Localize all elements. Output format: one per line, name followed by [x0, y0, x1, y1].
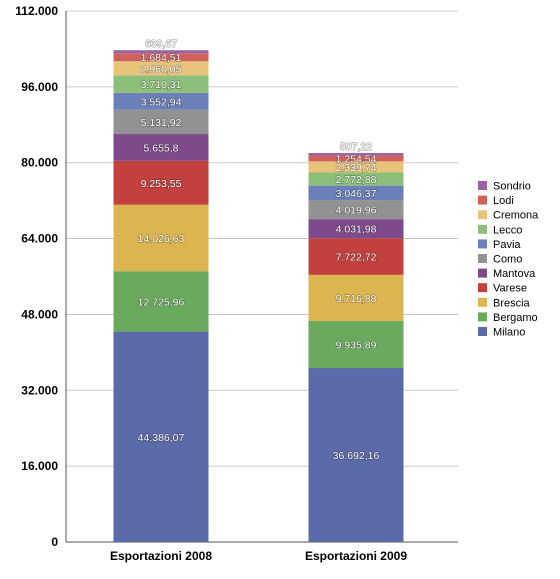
- y-tick-label: 80.000: [21, 156, 58, 170]
- data-label: 1.684,51: [141, 52, 182, 64]
- bar-segment-bergamo: [113, 271, 209, 332]
- bar-segment-pavia: [113, 92, 209, 110]
- data-label: 12.725,96: [138, 296, 185, 308]
- legend-label: Sondrio: [493, 181, 531, 193]
- data-label: 9.253,55: [141, 178, 182, 190]
- data-label: 44.386,07: [138, 432, 185, 444]
- legend: Sondrio Lodi Cremona Lecco Pavia Como Mantova V…: [478, 181, 539, 339]
- bar-segment-cremona: [308, 161, 404, 173]
- data-label: 639,67: [145, 38, 177, 50]
- data-label: 3.552,94: [141, 96, 182, 108]
- legend-label: Bergamo: [493, 312, 538, 324]
- legend-label: Cremona: [493, 210, 539, 222]
- data-label: 5.655,8: [143, 142, 178, 154]
- data-label: 9.716,88: [336, 293, 377, 305]
- legend-label: Varese: [493, 283, 527, 295]
- y-tick-label: 0: [51, 535, 58, 549]
- data-label: 7.722,72: [336, 252, 377, 264]
- legend-swatch-bergamo: [478, 312, 487, 322]
- bar-segment-milano: [113, 331, 209, 542]
- legend-label: Lecco: [493, 224, 522, 236]
- y-tick-label: 112.000: [15, 4, 58, 18]
- data-label: 507,22: [340, 141, 372, 153]
- legend-swatch-milano: [478, 327, 487, 336]
- legend-swatch-brescia: [478, 297, 487, 307]
- legend-label: Mantova: [493, 268, 536, 280]
- bar-segment-sondrio: [113, 50, 209, 54]
- legend-swatch-como: [478, 254, 487, 263]
- y-axis: 0 16.000 32.000 48.000 64.000 80.000 96.000 112…: [15, 4, 67, 549]
- legend-swatch-lecco: [478, 224, 487, 234]
- y-tick-label: 32.000: [21, 383, 58, 397]
- data-label: 4.019,96: [336, 205, 377, 217]
- data-label: 4.031,98: [336, 224, 377, 236]
- legend-swatch-cremona: [478, 210, 487, 220]
- bar-segment-lodi: [308, 155, 404, 162]
- data-label: 2.960,05: [141, 63, 182, 75]
- y-tick-label: 64.000: [21, 232, 58, 246]
- bar-segment-bergamo: [308, 320, 404, 369]
- bar-segment-lodi: [113, 53, 209, 62]
- bar-segment-como: [308, 200, 404, 220]
- data-label: 9.935,89: [336, 339, 377, 351]
- data-label: 2.339,74: [336, 162, 377, 174]
- bar-segment-lecco: [113, 75, 209, 93]
- legend-label: Milano: [493, 327, 525, 339]
- bar-segment-lecco: [308, 172, 404, 186]
- legend-label: Brescia: [493, 297, 531, 309]
- bar-segment-sondrio: [308, 153, 404, 156]
- data-label: 2.772,88: [336, 174, 377, 186]
- legend-label: Pavia: [493, 239, 521, 251]
- bar-segment-como: [113, 109, 209, 135]
- data-label: 14.026,63: [138, 233, 185, 245]
- bar-segment-milano: [308, 368, 404, 542]
- bar-segment-varese: [308, 238, 404, 275]
- x-category-label: Esportazioni 2008: [110, 549, 212, 563]
- y-tick-label: 96.000: [21, 80, 58, 94]
- legend-swatch-sondrio: [478, 181, 487, 190]
- bar-segment-mantova: [308, 219, 404, 239]
- data-label: 5.131,92: [141, 117, 182, 129]
- legend-swatch-lodi: [478, 195, 487, 205]
- bars: 44.386,07 12.725,96 14.026,63 9.253,55 5.655…: [113, 38, 404, 542]
- bar-segment-mantova: [113, 134, 209, 161]
- x-category-label: Esportazioni 2009: [305, 549, 407, 563]
- y-tick-label: 48.000: [21, 307, 58, 321]
- data-label: 3.046,37: [336, 188, 377, 200]
- legend-swatch-mantova: [478, 268, 487, 278]
- data-label: 36.692,16: [333, 450, 380, 462]
- bar-segment-varese: [113, 160, 209, 205]
- bar-segment-brescia: [113, 204, 209, 272]
- legend-swatch-pavia: [478, 239, 487, 249]
- data-label: 3.710,31: [141, 79, 182, 91]
- y-tick-label: 16.000: [21, 459, 58, 473]
- x-axis: Esportazioni 2008 Esportazioni 2009: [110, 549, 407, 563]
- bar-segment-cremona: [113, 61, 209, 76]
- legend-swatch-varese: [478, 283, 487, 293]
- data-label: 1.254,54: [336, 153, 377, 165]
- bar-segment-pavia: [308, 185, 404, 201]
- legend-label: Como: [493, 254, 522, 266]
- legend-label: Lodi: [493, 195, 514, 207]
- bar-segment-brescia: [308, 274, 404, 321]
